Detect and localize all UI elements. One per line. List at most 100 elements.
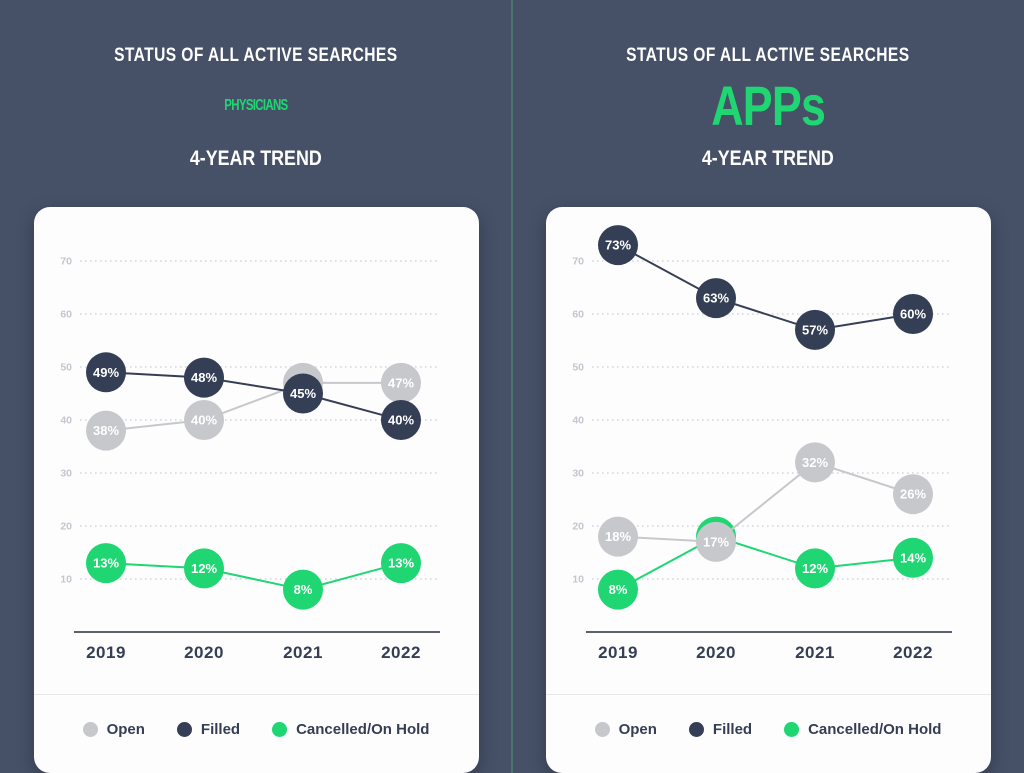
data-point-label: 8% [293,582,312,597]
x-tick-label: 2021 [795,643,835,662]
title-wrap: PHYSICIANS [83,68,429,144]
data-point-label: 45% [289,386,315,401]
legend-item-filled: Filled [688,721,753,738]
data-point-cancelled-on-hold [85,543,126,584]
legend-label: Cancelled/On Hold [296,721,430,738]
data-point-label: 73% [604,238,630,253]
eyebrow-text: STATUS OF ALL ACTIVE SEARCHES [626,45,910,66]
legend-item-open: Open [82,721,145,738]
series-line-open [617,461,913,543]
chart-card-apps: 10 20 30 40 50 60 70 2019 2020 2021 2022 8% 12% 14% 18… [545,207,991,773]
data-point-label: 18% [604,529,630,544]
data-point-label: 13% [387,556,413,571]
series-line-filled [105,371,401,421]
y-tick-label: 30 [60,468,72,480]
data-point-filled [183,357,224,398]
panel-subtitle: 4-YEAR TREND [702,147,834,170]
data-point-open [892,474,933,515]
panel-physicians: STATUS OF ALL ACTIVE SEARCHES PHYSICIANS… [33,0,479,773]
data-point-label: 12% [801,561,827,576]
y-tick-label: 60 [60,309,72,321]
data-point-open [597,516,638,557]
y-tick-label: 70 [572,256,584,268]
legend-separator [545,694,991,695]
data-point-label: 48% [190,370,216,385]
data-point-filled [892,294,933,334]
title-wrap: APPs [595,68,941,144]
y-tick-label: 20 [572,521,584,533]
physicians-line-chart: 10 20 30 40 50 60 70 2019 2020 2021 2022 13% 12% 8% 13… [60,256,440,662]
panel-apps: STATUS OF ALL ACTIVE SEARCHES APPs 4-YEA… [512,0,1024,773]
legend-label: Open [106,721,145,738]
y-tick-label: 70 [60,256,72,268]
panel-title: APPs [711,74,826,137]
data-point-filled [794,309,835,350]
legend-label: Open [618,721,657,738]
series-line-open [105,381,401,432]
data-point-cancelled-on-hold [282,569,323,610]
center-divider-line [511,0,513,773]
legend-item-filled: Filled [176,721,241,738]
data-point-filled [380,400,421,440]
data-point-open [380,362,421,403]
y-tick-label: 10 [572,574,584,586]
x-tick-label: 2022 [381,643,421,662]
data-point-label: 12% [190,561,216,576]
data-point-label: 40% [190,413,216,428]
legend: Open Filled Cancelled/On Hold [82,721,429,738]
series-line-cancelled-on-hold [105,562,401,591]
x-tick-label: 2022 [893,643,933,662]
data-point-open [183,400,224,440]
x-tick-label: 2020 [696,643,736,662]
data-point-label: 17% [702,534,728,549]
y-tick-label: 50 [60,362,72,374]
filled-legend-dot-icon [688,722,704,737]
data-point-label: 8% [608,582,627,597]
open-legend-dot-icon [82,722,98,737]
data-point-label: 60% [899,307,925,322]
y-tick-label: 40 [60,415,72,427]
panel-header-apps: STATUS OF ALL ACTIVE SEARCHES APPs 4-YEA… [595,0,941,207]
data-point-label: 47% [387,375,413,390]
x-tick-label: 2019 [86,643,126,662]
y-tick-label: 60 [572,309,584,321]
x-tick-label: 2019 [598,643,638,662]
legend-item-cancelled: Cancelled/On Hold [272,721,429,738]
y-tick-label: 20 [60,521,72,533]
legend-label: Filled [200,721,241,738]
legend-separator [33,694,479,695]
y-tick-label: 10 [60,574,72,586]
filled-legend-dot-icon [176,722,192,737]
legend-label: Filled [712,721,753,738]
chart-card-physicians: 10 20 30 40 50 60 70 2019 2020 2021 2022 13% 12% 8% 13… [33,207,479,773]
eyebrow-text: STATUS OF ALL ACTIVE SEARCHES [114,45,398,66]
y-tick-label: 30 [572,468,584,480]
x-tick-label: 2021 [283,643,323,662]
data-point-filled [597,225,638,266]
series-line-filled [617,244,913,331]
data-point-open [794,442,835,483]
data-point-label: 63% [702,291,728,306]
y-tick-label: 50 [572,362,584,374]
apps-line-chart: 10 20 30 40 50 60 70 2019 2020 2021 2022 8% 12% 14% 18… [572,225,952,662]
legend-item-cancelled: Cancelled/On Hold [784,721,941,738]
data-point-open [695,521,736,562]
y-tick-label: 40 [572,415,584,427]
data-point-cancelled-on-hold [597,569,638,610]
legend-label: Cancelled/On Hold [808,721,942,738]
x-tick-label: 2020 [184,643,224,662]
data-point-filled [282,373,323,414]
data-point-cancelled-on-hold [892,537,933,578]
legend: Open Filled Cancelled/On Hold [594,721,941,738]
data-point-open [85,410,126,451]
panel-subtitle: 4-YEAR TREND [190,147,322,170]
data-point-label: 49% [92,365,118,380]
data-point-label: 32% [801,455,827,470]
panel-header-physicians: STATUS OF ALL ACTIVE SEARCHES PHYSICIANS… [83,0,429,207]
data-point-label: 40% [387,413,413,428]
open-legend-dot-icon [594,722,610,737]
data-point-filled [85,352,126,393]
data-point-filled [695,278,736,319]
data-point-label: 14% [899,550,925,565]
